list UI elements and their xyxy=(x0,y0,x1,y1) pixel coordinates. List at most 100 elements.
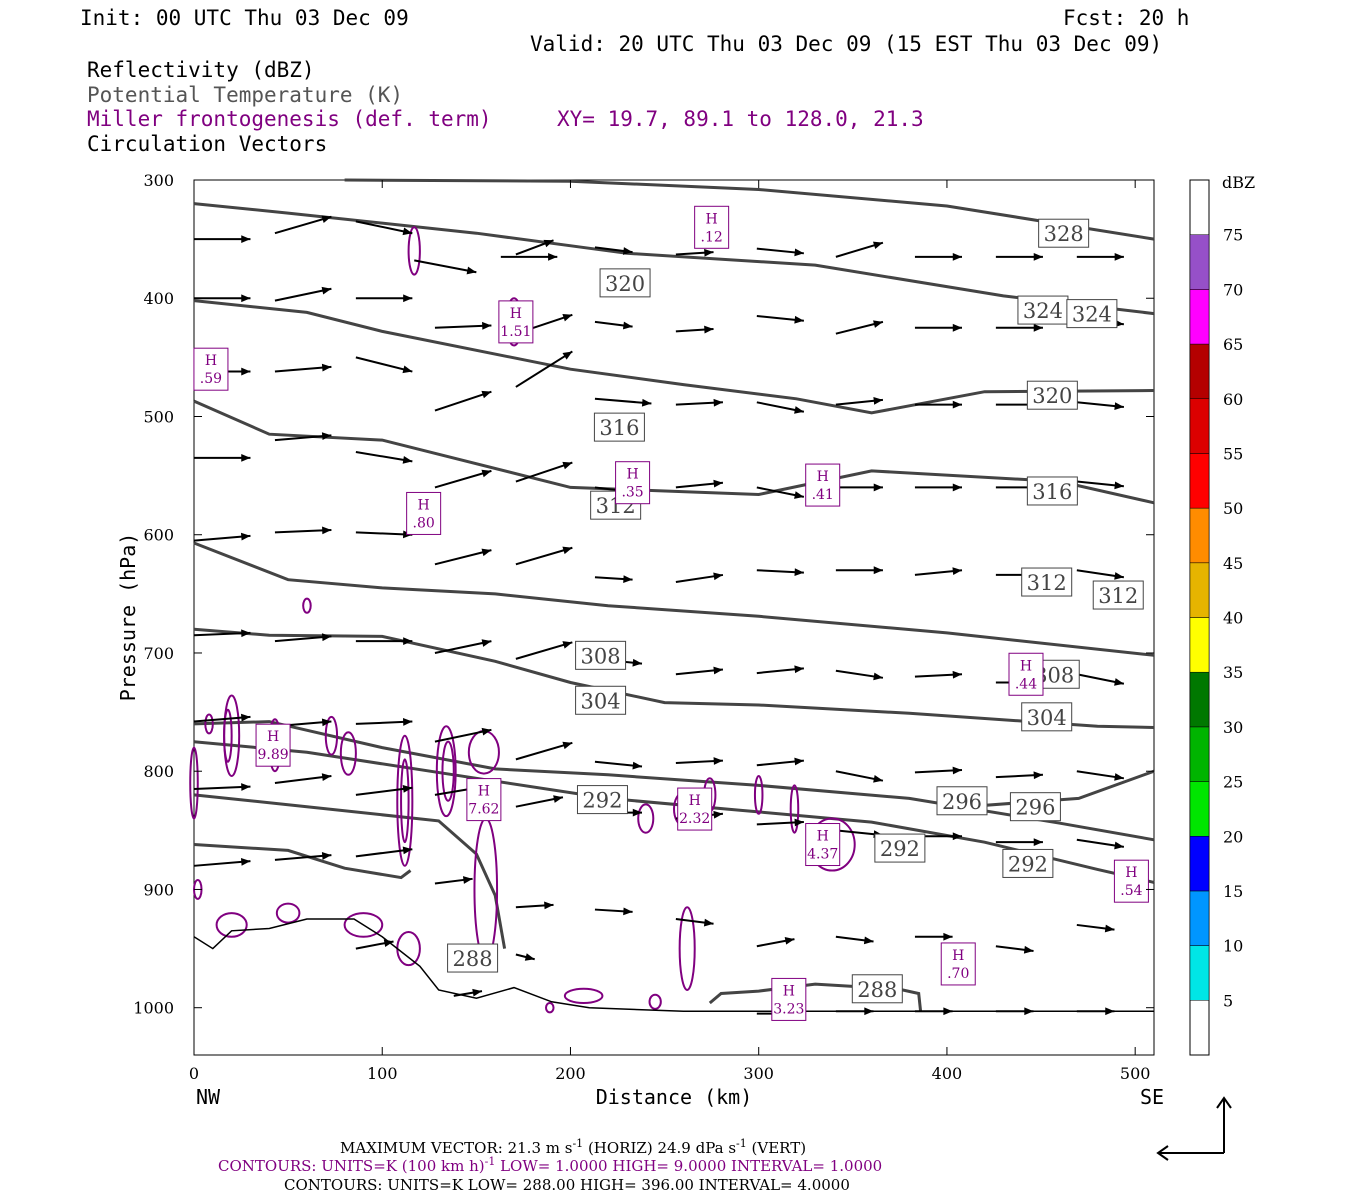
theta-label-text: 308 xyxy=(581,644,621,668)
vector-head xyxy=(794,406,804,414)
colorbar-tick-label: 5 xyxy=(1223,991,1233,1010)
colorbar-tick-label: 65 xyxy=(1223,335,1243,354)
vector-head xyxy=(241,367,251,376)
fronto-max-value: .44 xyxy=(1015,676,1037,692)
colorbar-swatch xyxy=(1189,562,1210,618)
vector-shaft xyxy=(355,220,413,235)
colorbar-swatch xyxy=(1189,453,1210,509)
vector-head xyxy=(321,773,332,781)
vector-shaft xyxy=(193,534,251,542)
vector-shaft xyxy=(434,640,492,654)
vector-head xyxy=(241,235,251,244)
fronto-max-box xyxy=(677,787,713,831)
vector-head xyxy=(472,988,482,997)
vector-head xyxy=(402,227,413,236)
theta-label-text: 288 xyxy=(453,947,493,971)
vector-head xyxy=(794,568,804,576)
vector-head xyxy=(240,532,251,541)
fronto-contour xyxy=(302,597,312,614)
vector-head xyxy=(548,252,558,261)
x-tick-label: 200 xyxy=(555,1064,586,1083)
vector-head xyxy=(1104,924,1115,933)
fronto-contour xyxy=(637,803,655,834)
colorbar-tick-label: 40 xyxy=(1223,609,1243,628)
vector-head xyxy=(562,641,573,649)
fronto-max-value: .70 xyxy=(947,966,969,982)
circulation-vector xyxy=(434,639,492,654)
y-axis-title: Pressure (hPa) xyxy=(116,533,140,702)
fronto-max: H .54 xyxy=(1113,859,1149,903)
circulation-vector xyxy=(914,400,962,409)
fronto-max-box xyxy=(805,823,841,867)
vector-shaft xyxy=(193,631,251,637)
theta-contours xyxy=(193,178,1155,1012)
vector-head xyxy=(241,783,251,791)
circulation-vector xyxy=(500,252,558,261)
vector-head xyxy=(321,286,332,295)
vector-head xyxy=(784,937,795,945)
theta-label-text: 288 xyxy=(857,978,897,1002)
fronto-max-symbol: H xyxy=(706,211,718,227)
y-tick-label: 500 xyxy=(143,407,174,426)
theta-label-text: 320 xyxy=(605,272,645,296)
fronto-max-box xyxy=(940,942,976,986)
theta-label-box xyxy=(1038,218,1090,248)
fronto-max-symbol: H xyxy=(478,784,490,800)
colorbar-swatch xyxy=(1189,398,1210,454)
max-vector-note: MAXIMUM VECTOR: 21.3 m s-1 (HORIZ) 24.9 … xyxy=(340,1137,806,1157)
circulation-vector xyxy=(675,918,714,927)
fronto-contour xyxy=(343,912,384,938)
vector-head xyxy=(544,901,554,910)
fronto-contour xyxy=(678,906,696,991)
fronto-max: H .80 xyxy=(406,491,442,535)
circulation-vector xyxy=(193,532,251,542)
fronto-contour xyxy=(563,987,604,1004)
vector-head xyxy=(321,363,332,372)
vector-head xyxy=(553,795,563,803)
colorbar-swatch xyxy=(1189,945,1210,1001)
vector-shaft xyxy=(274,774,332,785)
init-time: Init: 00 UTC Thu 03 Dec 09 xyxy=(80,6,409,30)
fronto-max-symbol: H xyxy=(952,948,964,964)
theta-line xyxy=(965,769,1155,809)
circulation-vector xyxy=(515,546,573,566)
circulation-vector xyxy=(675,666,724,676)
theta-label: 292 xyxy=(1002,848,1054,878)
fronto-max-box xyxy=(615,461,651,505)
colorbar-swatch xyxy=(1189,781,1210,837)
nw-label: NW xyxy=(196,1085,221,1109)
theta-label-box xyxy=(874,833,926,863)
axes: 0 100 200 300 400 500 300 400 500 600 700 800 900 100… xyxy=(133,171,1154,1083)
circulation-vector xyxy=(434,321,492,330)
x-tick-label: 400 xyxy=(932,1064,963,1083)
circulation-vector xyxy=(594,397,652,407)
fronto-max-value: 4.37 xyxy=(807,847,838,863)
circulation-vector xyxy=(675,757,723,765)
theta-label-box xyxy=(936,786,988,816)
theta-label: 304 xyxy=(575,685,627,715)
colorbar-tick-label: 70 xyxy=(1223,280,1243,299)
field-label-frontogenesis: Miller frontogenesis (def. term) xyxy=(87,107,492,131)
vector-head xyxy=(863,936,874,945)
vector-head xyxy=(873,566,883,575)
theta-line xyxy=(193,793,507,949)
vector-head xyxy=(481,548,492,557)
vector-head xyxy=(1033,323,1043,332)
theta-label-text: 324 xyxy=(1072,303,1112,327)
theta-label: 324 xyxy=(1066,299,1118,329)
theta-line xyxy=(193,740,1155,884)
colorbar-tick-label: 50 xyxy=(1223,499,1243,518)
vector-shaft xyxy=(434,728,492,743)
vector-shaft xyxy=(434,469,492,489)
fronto-max-value: .59 xyxy=(200,371,222,387)
vector-head xyxy=(402,365,413,374)
fronto-contour xyxy=(648,993,662,1010)
vector-head xyxy=(481,469,492,478)
theta-label-box xyxy=(1009,792,1061,822)
circulation-vector xyxy=(995,252,1043,261)
terrain xyxy=(193,918,1154,1013)
vector-shaft xyxy=(355,848,413,858)
circulation-vector xyxy=(1076,770,1125,781)
fronto-contour xyxy=(789,784,800,834)
